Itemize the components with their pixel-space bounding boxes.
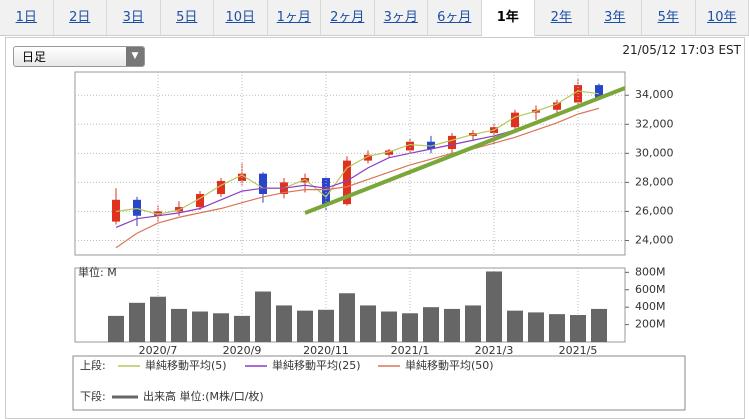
y-tick-label: 34,000 xyxy=(635,88,674,101)
volume-bar xyxy=(549,314,565,342)
unit-label: 単位: M xyxy=(78,265,117,279)
x-tick-label: 2021/3 xyxy=(475,344,514,357)
volume-bar xyxy=(360,305,376,342)
volume-bar xyxy=(423,307,439,342)
volume-bar xyxy=(297,311,313,342)
legend-label: 単純移動平均(50) xyxy=(405,358,494,372)
volume-bar xyxy=(276,305,292,342)
x-tick-label: 2020/11 xyxy=(303,344,349,357)
candle-body xyxy=(259,174,267,194)
y-tick-label: 30,000 xyxy=(635,146,674,159)
volume-bar xyxy=(507,311,523,342)
x-tick-label: 2021/1 xyxy=(391,344,430,357)
legend-label: 単純移動平均(5) xyxy=(145,358,227,372)
y-tick-label: 28,000 xyxy=(635,175,674,188)
volume-bar xyxy=(192,312,208,342)
candle-body xyxy=(322,178,330,204)
y-tick-label: 600M xyxy=(635,283,666,296)
volume-bar xyxy=(213,313,229,342)
volume-bar xyxy=(591,309,607,342)
volume-bar xyxy=(234,316,250,342)
y-tick-label: 24,000 xyxy=(635,233,674,246)
legend-prefix: 上段: xyxy=(80,358,106,372)
y-tick-label: 400M xyxy=(635,300,666,313)
legend-prefix: 下段: xyxy=(80,389,106,403)
x-tick-label: 2020/9 xyxy=(223,344,262,357)
legend-label: 出来高 単位:(M株/口/枚) xyxy=(143,389,264,403)
x-tick-label: 2021/5 xyxy=(559,344,598,357)
volume-bar xyxy=(255,292,271,342)
x-tick-label: 2020/7 xyxy=(139,344,178,357)
y-tick-label: 200M xyxy=(635,318,666,331)
volume-bar xyxy=(171,309,187,342)
volume-bar xyxy=(402,313,418,342)
legend-label: 単純移動平均(25) xyxy=(272,358,361,372)
candle-body xyxy=(133,200,141,216)
volume-bar xyxy=(444,309,460,342)
volume-bar xyxy=(570,315,586,342)
candle-body xyxy=(448,136,456,149)
volume-bar xyxy=(528,312,544,342)
volume-bar xyxy=(318,310,334,342)
y-tick-label: 26,000 xyxy=(635,204,674,217)
y-tick-label: 32,000 xyxy=(635,117,674,130)
candle-body xyxy=(511,113,519,128)
volume-bar xyxy=(339,293,355,342)
volume-bar xyxy=(129,303,145,342)
volume-bar xyxy=(108,316,124,342)
y-tick-label: 800M xyxy=(635,265,666,278)
volume-bar xyxy=(486,271,502,342)
volume-bar xyxy=(150,297,166,342)
volume-bar xyxy=(465,305,481,342)
volume-bar xyxy=(381,312,397,342)
